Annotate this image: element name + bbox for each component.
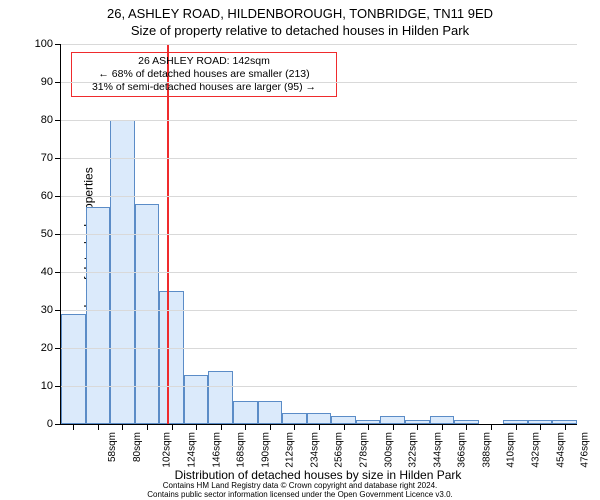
x-tick-label: 58sqm <box>107 432 118 462</box>
annotation-line: 31% of semi-detached houses are larger (… <box>76 81 332 94</box>
x-tick <box>516 424 517 430</box>
chart-container: { "chart": { "type": "histogram", "title… <box>0 0 600 500</box>
y-tick-label: 90 <box>41 76 61 88</box>
x-tick-label: 168sqm <box>236 432 247 468</box>
y-tick-label: 100 <box>35 38 61 50</box>
footer-attribution: Contains HM Land Registry data © Crown c… <box>0 481 600 499</box>
x-tick-label: 80sqm <box>132 432 143 462</box>
gridline <box>61 158 577 159</box>
bar <box>135 204 160 424</box>
bar <box>86 207 111 424</box>
gridline <box>61 348 577 349</box>
footer-line2: Contains public sector information licen… <box>0 490 600 499</box>
x-tick-label: 432sqm <box>531 432 542 468</box>
x-tick <box>73 424 74 430</box>
y-tick-label: 70 <box>41 152 61 164</box>
footer-line1: Contains HM Land Registry data © Crown c… <box>0 481 600 490</box>
x-tick-label: 476sqm <box>580 432 591 468</box>
x-tick <box>417 424 418 430</box>
x-tick <box>172 424 173 430</box>
x-tick-label: 124sqm <box>187 432 198 468</box>
x-tick <box>147 424 148 430</box>
y-tick-label: 0 <box>47 418 61 430</box>
bar <box>430 416 455 424</box>
x-tick <box>294 424 295 430</box>
x-tick <box>393 424 394 430</box>
y-tick-label: 60 <box>41 190 61 202</box>
x-tick <box>344 424 345 430</box>
y-tick-label: 80 <box>41 114 61 126</box>
annotation-box: 26 ASHLEY ROAD: 142sqm← 68% of detached … <box>71 52 337 97</box>
x-tick <box>368 424 369 430</box>
x-tick-label: 322sqm <box>408 432 419 468</box>
y-tick-label: 50 <box>41 228 61 240</box>
x-tick-label: 146sqm <box>211 432 222 468</box>
bar <box>208 371 233 424</box>
annotation-line: ← 68% of detached houses are smaller (21… <box>76 68 332 81</box>
x-tick-label: 410sqm <box>506 432 517 468</box>
x-tick <box>565 424 566 430</box>
y-tick-label: 30 <box>41 304 61 316</box>
gridline <box>61 120 577 121</box>
x-tick-label: 300sqm <box>383 432 394 468</box>
bar <box>331 416 356 424</box>
bar <box>233 401 258 424</box>
title-line1: 26, ASHLEY ROAD, HILDENBOROUGH, TONBRIDG… <box>0 6 600 23</box>
chart-title: 26, ASHLEY ROAD, HILDENBOROUGH, TONBRIDG… <box>0 6 600 40</box>
bar <box>184 375 209 424</box>
x-tick-label: 344sqm <box>432 432 443 468</box>
gridline <box>61 196 577 197</box>
y-tick-label: 20 <box>41 342 61 354</box>
x-tick <box>540 424 541 430</box>
x-tick-label: 102sqm <box>162 432 173 468</box>
x-tick <box>270 424 271 430</box>
title-line2: Size of property relative to detached ho… <box>0 23 600 40</box>
bar <box>61 314 86 424</box>
y-tick-label: 10 <box>41 380 61 392</box>
x-tick-label: 256sqm <box>334 432 345 468</box>
x-tick-label: 234sqm <box>309 432 320 468</box>
annotation-line: 26 ASHLEY ROAD: 142sqm <box>76 55 332 68</box>
x-tick-label: 454sqm <box>555 432 566 468</box>
bar <box>282 413 307 424</box>
x-tick-label: 190sqm <box>260 432 271 468</box>
gridline <box>61 310 577 311</box>
x-tick <box>221 424 222 430</box>
x-tick-label: 366sqm <box>457 432 468 468</box>
bar <box>380 416 405 424</box>
x-tick <box>245 424 246 430</box>
x-tick-label: 278sqm <box>359 432 370 468</box>
x-tick-label: 212sqm <box>285 432 296 468</box>
y-tick-label: 40 <box>41 266 61 278</box>
x-tick <box>122 424 123 430</box>
x-tick <box>319 424 320 430</box>
bar <box>307 413 332 424</box>
x-tick <box>442 424 443 430</box>
gridline <box>61 82 577 83</box>
x-tick <box>466 424 467 430</box>
gridline <box>61 272 577 273</box>
bar <box>258 401 283 424</box>
gridline <box>61 44 577 45</box>
gridline <box>61 234 577 235</box>
x-tick <box>98 424 99 430</box>
x-tick-label: 388sqm <box>481 432 492 468</box>
gridline <box>61 386 577 387</box>
plot-area: 26 ASHLEY ROAD: 142sqm← 68% of detached … <box>60 44 577 425</box>
x-tick <box>491 424 492 430</box>
x-tick <box>196 424 197 430</box>
